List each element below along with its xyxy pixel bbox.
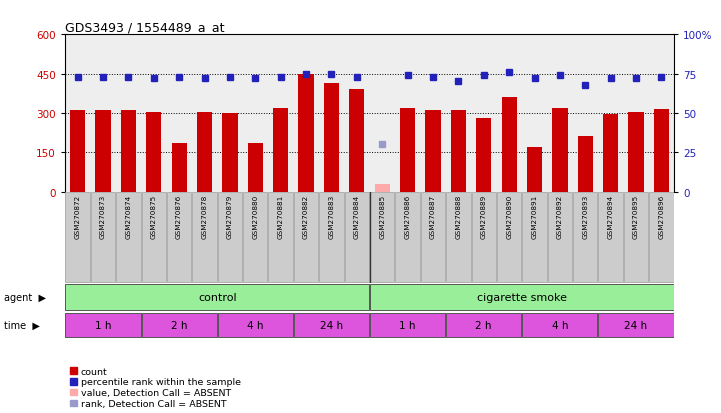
FancyBboxPatch shape xyxy=(294,313,369,337)
FancyBboxPatch shape xyxy=(91,193,115,282)
Text: 24 h: 24 h xyxy=(624,320,647,330)
Text: 24 h: 24 h xyxy=(320,320,343,330)
Legend: count, percentile rank within the sample, value, Detection Call = ABSENT, rank, : count, percentile rank within the sample… xyxy=(70,367,241,408)
Bar xyxy=(146,112,162,192)
Bar xyxy=(629,112,644,192)
FancyBboxPatch shape xyxy=(446,313,521,337)
Text: agent  ▶: agent ▶ xyxy=(4,292,45,302)
Text: GSM270876: GSM270876 xyxy=(176,195,182,239)
Text: GSM270893: GSM270893 xyxy=(583,195,588,239)
FancyBboxPatch shape xyxy=(370,313,445,337)
Bar xyxy=(552,108,567,192)
Text: GSM270873: GSM270873 xyxy=(100,195,106,239)
FancyBboxPatch shape xyxy=(370,284,673,311)
Bar xyxy=(375,184,390,192)
Bar xyxy=(527,147,542,192)
Bar xyxy=(578,137,593,192)
Bar xyxy=(298,74,314,192)
FancyBboxPatch shape xyxy=(268,193,293,282)
Text: GSM270874: GSM270874 xyxy=(125,195,131,239)
FancyBboxPatch shape xyxy=(218,193,242,282)
FancyBboxPatch shape xyxy=(395,193,420,282)
Bar xyxy=(502,98,517,192)
Text: GSM270882: GSM270882 xyxy=(303,195,309,239)
FancyBboxPatch shape xyxy=(497,193,521,282)
FancyBboxPatch shape xyxy=(370,193,394,282)
FancyBboxPatch shape xyxy=(141,193,166,282)
FancyBboxPatch shape xyxy=(218,313,293,337)
Bar xyxy=(273,108,288,192)
Bar xyxy=(120,111,136,192)
FancyBboxPatch shape xyxy=(472,193,496,282)
Text: GSM270894: GSM270894 xyxy=(608,195,614,239)
FancyBboxPatch shape xyxy=(66,313,141,337)
Text: GSM270881: GSM270881 xyxy=(278,195,283,239)
Text: GDS3493 / 1554489_a_at: GDS3493 / 1554489_a_at xyxy=(65,21,224,34)
FancyBboxPatch shape xyxy=(522,193,547,282)
Text: GSM270895: GSM270895 xyxy=(633,195,639,239)
Bar xyxy=(451,111,466,192)
FancyBboxPatch shape xyxy=(66,284,369,311)
FancyBboxPatch shape xyxy=(522,313,598,337)
Text: 1 h: 1 h xyxy=(94,320,111,330)
Text: 4 h: 4 h xyxy=(552,320,568,330)
FancyBboxPatch shape xyxy=(319,193,344,282)
Bar xyxy=(222,114,237,192)
Bar xyxy=(248,144,263,192)
Text: 1 h: 1 h xyxy=(399,320,416,330)
FancyBboxPatch shape xyxy=(345,193,369,282)
FancyBboxPatch shape xyxy=(141,313,217,337)
Text: GSM270892: GSM270892 xyxy=(557,195,563,239)
Bar xyxy=(400,108,415,192)
FancyBboxPatch shape xyxy=(116,193,141,282)
Text: GSM270890: GSM270890 xyxy=(506,195,512,239)
Bar xyxy=(476,119,492,192)
FancyBboxPatch shape xyxy=(243,193,267,282)
Bar xyxy=(324,83,339,192)
Text: control: control xyxy=(198,292,236,302)
Bar xyxy=(603,115,619,192)
Bar xyxy=(349,90,364,192)
Bar xyxy=(197,112,212,192)
Text: GSM270872: GSM270872 xyxy=(74,195,81,239)
Text: GSM270883: GSM270883 xyxy=(329,195,335,239)
Bar xyxy=(172,144,187,192)
Bar xyxy=(70,111,85,192)
FancyBboxPatch shape xyxy=(446,193,471,282)
Text: GSM270885: GSM270885 xyxy=(379,195,385,239)
Text: 2 h: 2 h xyxy=(475,320,492,330)
Text: GSM270875: GSM270875 xyxy=(151,195,156,239)
Bar xyxy=(95,111,110,192)
Text: time  ▶: time ▶ xyxy=(4,320,40,330)
FancyBboxPatch shape xyxy=(649,193,673,282)
FancyBboxPatch shape xyxy=(193,193,217,282)
Text: GSM270896: GSM270896 xyxy=(658,195,665,239)
Text: GSM270884: GSM270884 xyxy=(354,195,360,239)
FancyBboxPatch shape xyxy=(573,193,598,282)
FancyBboxPatch shape xyxy=(624,193,648,282)
FancyBboxPatch shape xyxy=(421,193,445,282)
Text: GSM270880: GSM270880 xyxy=(252,195,258,239)
Text: cigarette smoke: cigarette smoke xyxy=(477,292,567,302)
Bar xyxy=(654,109,669,192)
Bar xyxy=(425,111,441,192)
Text: 4 h: 4 h xyxy=(247,320,264,330)
Text: GSM270889: GSM270889 xyxy=(481,195,487,239)
Text: GSM270887: GSM270887 xyxy=(430,195,436,239)
Text: GSM270891: GSM270891 xyxy=(531,195,538,239)
FancyBboxPatch shape xyxy=(294,193,318,282)
FancyBboxPatch shape xyxy=(598,193,623,282)
Text: 2 h: 2 h xyxy=(171,320,187,330)
FancyBboxPatch shape xyxy=(598,313,673,337)
FancyBboxPatch shape xyxy=(548,193,572,282)
Text: GSM270888: GSM270888 xyxy=(456,195,461,239)
Text: GSM270879: GSM270879 xyxy=(227,195,233,239)
FancyBboxPatch shape xyxy=(66,193,90,282)
FancyBboxPatch shape xyxy=(167,193,191,282)
Text: GSM270878: GSM270878 xyxy=(201,195,208,239)
Text: GSM270886: GSM270886 xyxy=(404,195,410,239)
